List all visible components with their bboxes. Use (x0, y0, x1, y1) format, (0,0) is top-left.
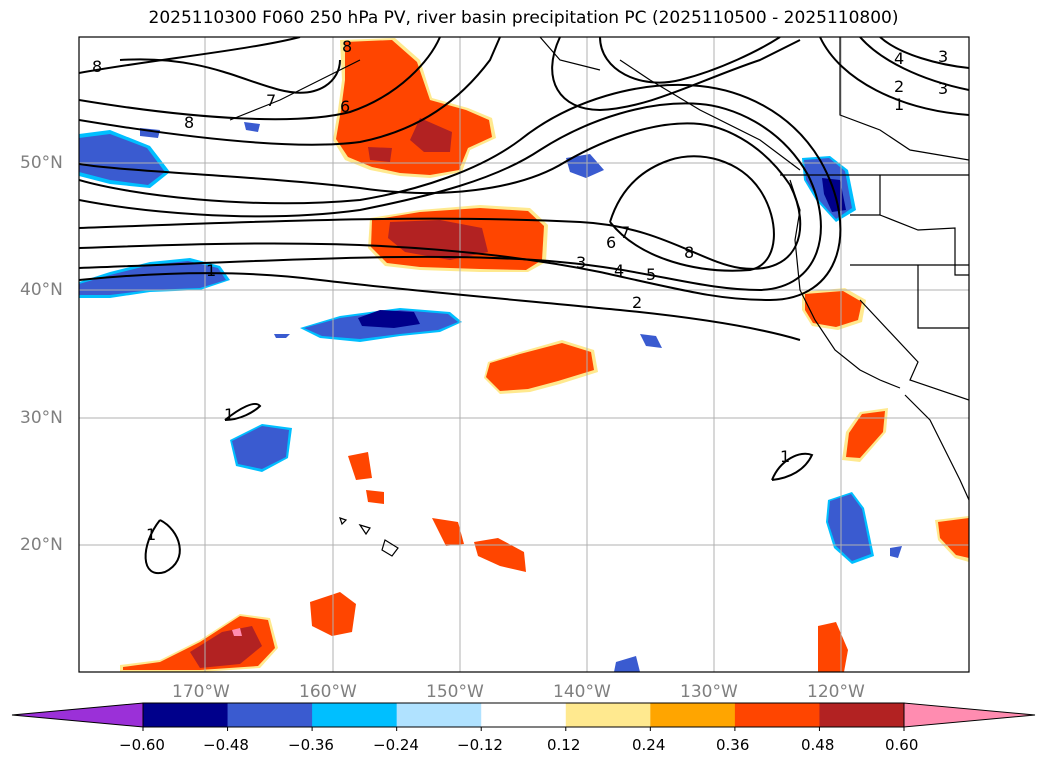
contour-label: 3 (576, 253, 586, 272)
contour-label: 3 (938, 47, 948, 66)
graticule (79, 37, 969, 672)
contour-label: 4 (894, 49, 904, 68)
contour-label: 2 (632, 293, 642, 312)
colorbar-segment (819, 703, 905, 727)
contour-label: 6 (606, 233, 616, 252)
lon-label: 130°W (680, 682, 738, 702)
colorbar-segment (312, 703, 398, 727)
contour-label: 1 (206, 261, 216, 280)
lon-label: 120°W (807, 682, 865, 702)
colorbar-tick-label: 0.60 (885, 736, 919, 754)
contour-labels: 8 8 7 6 8 1 7 6 8 3 4 5 2 4 2 1 3 3 1 1 … (92, 37, 948, 544)
contour-label: 8 (92, 57, 102, 76)
precip-anomaly-fields (79, 38, 969, 672)
contour-label: 1 (780, 447, 790, 466)
colorbar-tick-label: −0.36 (288, 736, 334, 754)
lat-label: 40°N (20, 280, 63, 300)
contour-label: 8 (684, 243, 694, 262)
contour-label: 3 (938, 79, 948, 98)
colorbar-tick-label: −0.12 (457, 736, 503, 754)
lat-label: 20°N (20, 535, 63, 555)
lat-label: 50°N (20, 153, 63, 173)
pv-contours (79, 37, 969, 575)
colorbar-segment (734, 703, 820, 727)
colorbar-outline (142, 702, 905, 728)
colorbar (11, 702, 1036, 731)
colorbar-segment (396, 703, 482, 727)
contour-label: 6 (340, 97, 350, 116)
coastlines (229, 37, 969, 557)
map-title: 2025110300 F060 250 hPa PV, river basin … (148, 8, 899, 28)
lon-label: 140°W (553, 682, 611, 702)
lon-label: 170°W (172, 682, 230, 702)
colorbar-segment (565, 703, 651, 727)
contour-label: 7 (620, 223, 630, 242)
lon-label: 160°W (299, 682, 357, 702)
colorbar-tick-label: −0.24 (373, 736, 419, 754)
lat-label: 30°N (20, 408, 63, 428)
colorbar-segment (650, 703, 736, 727)
colorbar-tick-label: 0.48 (801, 736, 835, 754)
contour-label: 5 (646, 265, 656, 284)
contour-label: 8 (342, 37, 352, 56)
colorbar-segment (143, 703, 229, 727)
map-frame (78, 36, 970, 673)
colorbar-tick-label: −0.60 (119, 736, 165, 754)
colorbar-tick-label: −0.48 (203, 736, 249, 754)
colorbar-tick-label: 0.12 (547, 736, 581, 754)
contour-label: 1 (146, 525, 156, 544)
colorbar-extend-left (11, 702, 144, 728)
lon-label: 150°W (426, 682, 484, 702)
contour-label: 1 (224, 405, 234, 424)
colorbar-tick-label: 0.36 (716, 736, 750, 754)
colorbar-segment (481, 703, 567, 727)
contour-label: 1 (894, 95, 904, 114)
colorbar-segment (227, 703, 313, 727)
colorbar-extend-right (903, 702, 1036, 728)
colorbar-tick-label: 0.24 (632, 736, 666, 754)
contour-label: 2 (894, 77, 904, 96)
contour-label: 7 (266, 91, 276, 110)
contour-label: 8 (184, 113, 194, 132)
contour-label: 4 (614, 261, 624, 280)
